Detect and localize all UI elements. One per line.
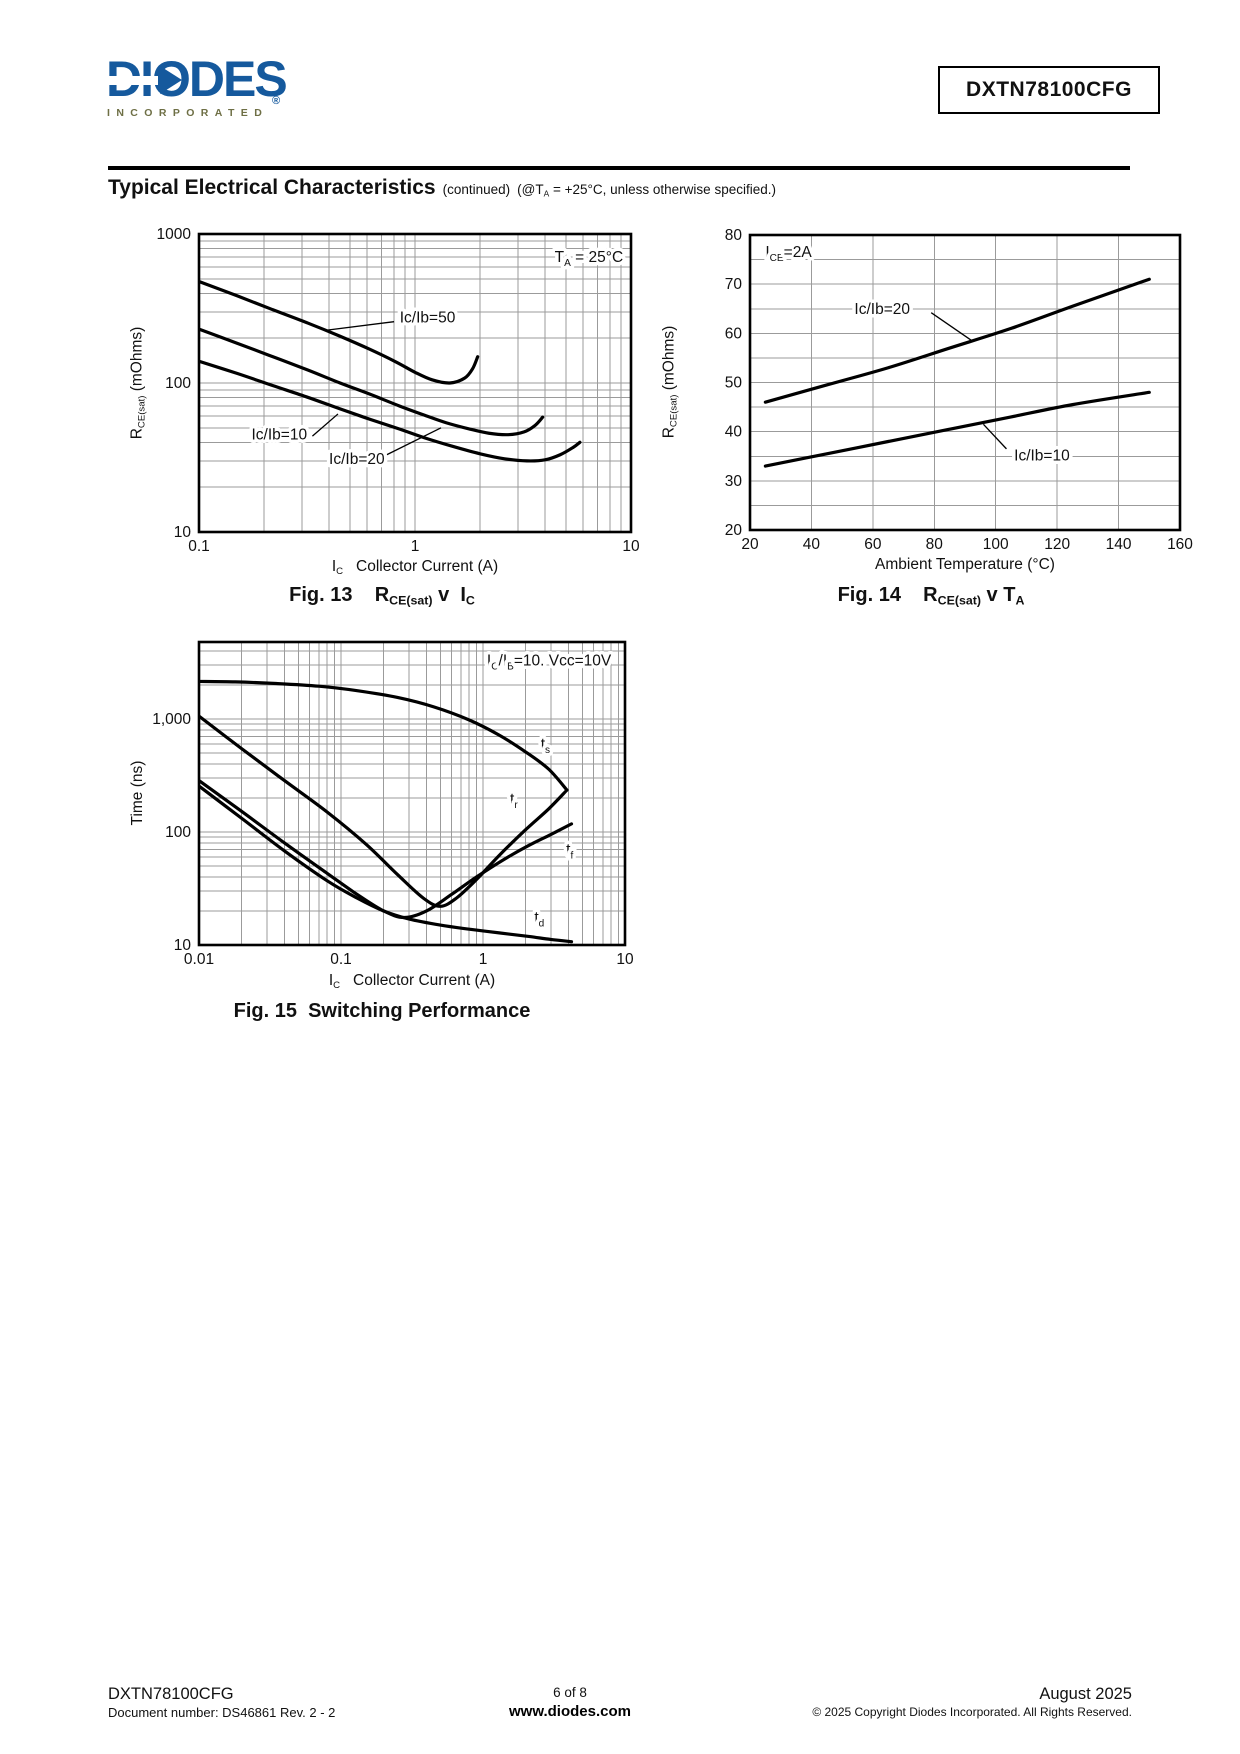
fig13-caption: Fig. 13 RCE(sat) v IC: [289, 584, 475, 608]
svg-text:1: 1: [479, 951, 488, 968]
svg-text:50: 50: [725, 375, 743, 392]
svg-text:IC/IB=10. Vcc=10V: IC/IB=10. Vcc=10V: [487, 652, 612, 672]
diodes-logo-icon: DIODES ® INCORPORATED: [106, 51, 288, 119]
section-title: Typical Electrical Characteristics: [108, 176, 436, 199]
logo-arrow-shaft: [106, 76, 158, 85]
svg-text:80: 80: [725, 227, 743, 244]
footer-right: August 2025 © 2025 Copyright Diodes Inco…: [812, 1684, 1132, 1721]
svg-text:Ic/Ib=20: Ic/Ib=20: [854, 301, 910, 318]
fig13-y-axis-title: RCE(sat) (mOhms): [128, 326, 148, 440]
footer-center: 6 of 8 www.diodes.com: [0, 1684, 1140, 1722]
svg-text:160: 160: [1167, 536, 1193, 553]
svg-text:ICE=2A: ICE=2A: [765, 244, 812, 264]
svg-text:30: 30: [725, 473, 743, 490]
svg-text:td: td: [534, 910, 544, 930]
part-number-box: DXTN78100CFG: [938, 66, 1160, 114]
section-rule: [108, 166, 1130, 170]
svg-text:140: 140: [1106, 536, 1132, 553]
fig13-chart: Ic/Ib=50 Ic/Ib=20 Ic/Ib=10 TA = 25°C 0.1 1 10 1…: [157, 226, 640, 555]
fig13-x-axis-title: IC Collector Current (A): [331, 558, 499, 577]
fig14-caption: Fig. 14 RCE(sat) v TA: [837, 584, 1025, 608]
svg-text:Ic/Ib=50: Ic/Ib=50: [400, 310, 456, 327]
svg-text:100: 100: [983, 536, 1009, 553]
logo-registered-mark: ®: [272, 95, 280, 107]
svg-text:1,000: 1,000: [152, 711, 191, 728]
part-number: DXTN78100CFG: [966, 78, 1132, 101]
section-conditions: (@TA = +25°C, unless otherwise specified…: [517, 182, 776, 199]
diodes-logo: DIODES ® INCORPORATED: [106, 50, 326, 125]
svg-text:1: 1: [411, 538, 420, 555]
svg-text:Ic/Ib=20: Ic/Ib=20: [329, 451, 385, 468]
svg-text:40: 40: [725, 424, 743, 441]
fig14-y-axis-title: RCE(sat) (mOhms): [660, 325, 680, 439]
footer-website-link[interactable]: www.diodes.com: [509, 1702, 631, 1720]
fig15-y-axis-title: Time (ns): [129, 760, 146, 826]
footer-page-indicator: 6 of 8: [553, 1685, 587, 1700]
footer-date: August 2025: [1039, 1685, 1132, 1703]
svg-text:TA = 25°C: TA = 25°C: [555, 249, 624, 269]
fig15-chart: ts tr tf td IC/IB=10. Vcc=10V 0.01 0.1 1 10 10 100…: [152, 640, 634, 968]
svg-text:40: 40: [803, 536, 821, 553]
fig15-caption: Fig. 15 Switching Performance: [233, 1000, 531, 1022]
logo-incorporated-text: INCORPORATED: [107, 107, 268, 119]
footer-left: DXTN78100CFG Document number: DS46861 Re…: [108, 1684, 335, 1721]
svg-text:0.01: 0.01: [184, 951, 214, 968]
svg-text:tf: tf: [566, 841, 573, 861]
svg-text:Ic/Ib=10: Ic/Ib=10: [1014, 447, 1070, 464]
figure-14: Ic/Ib=20 Ic/Ib=10 ICE=2A 20 40 60 80 100 120 140 1…: [640, 200, 1196, 608]
svg-text:100: 100: [165, 375, 191, 392]
footer-copyright: © 2025 Copyright Diodes Incorporated. Al…: [812, 1705, 1132, 1720]
svg-text:10: 10: [174, 524, 192, 541]
footer-document-number: Document number: DS46861 Rev. 2 - 2: [108, 1704, 336, 1720]
logo-arrow-icon: [160, 66, 182, 94]
svg-text:10: 10: [622, 538, 640, 555]
section-continued: (continued): [442, 182, 511, 197]
svg-text:1000: 1000: [157, 226, 192, 243]
svg-text:ts: ts: [541, 736, 550, 756]
svg-text:0.1: 0.1: [188, 538, 210, 555]
fig14-x-axis-title: Ambient Temperature (°C): [875, 556, 1055, 573]
svg-text:70: 70: [725, 276, 743, 293]
footer-part-number: DXTN78100CFG: [108, 1685, 234, 1703]
svg-text:10: 10: [174, 937, 192, 954]
svg-text:60: 60: [725, 325, 743, 342]
svg-text:0.1: 0.1: [330, 951, 352, 968]
figure-13: Ic/Ib=50 Ic/Ib=20 Ic/Ib=10 TA = 25°C 0.1 1 10 1…: [108, 200, 656, 608]
svg-text:120: 120: [1044, 536, 1070, 553]
svg-text:100: 100: [165, 824, 191, 841]
svg-text:tr: tr: [510, 791, 518, 811]
svg-text:20: 20: [741, 536, 759, 553]
svg-text:20: 20: [725, 522, 743, 539]
svg-text:10: 10: [616, 951, 634, 968]
svg-text:80: 80: [926, 536, 944, 553]
svg-text:Ic/Ib=10: Ic/Ib=10: [251, 427, 307, 444]
fig15-x-axis-title: IC Collector Current (A): [328, 972, 496, 991]
section-title-row: Typical Electrical Characteristics (cont…: [108, 176, 1168, 200]
svg-text:60: 60: [864, 536, 882, 553]
fig14-chart: Ic/Ib=20 Ic/Ib=10 ICE=2A 20 40 60 80 100 120 140 1…: [725, 227, 1194, 553]
figure-15: ts tr tf td IC/IB=10. Vcc=10V 0.01 0.1 1 10 10 100…: [108, 608, 656, 1022]
